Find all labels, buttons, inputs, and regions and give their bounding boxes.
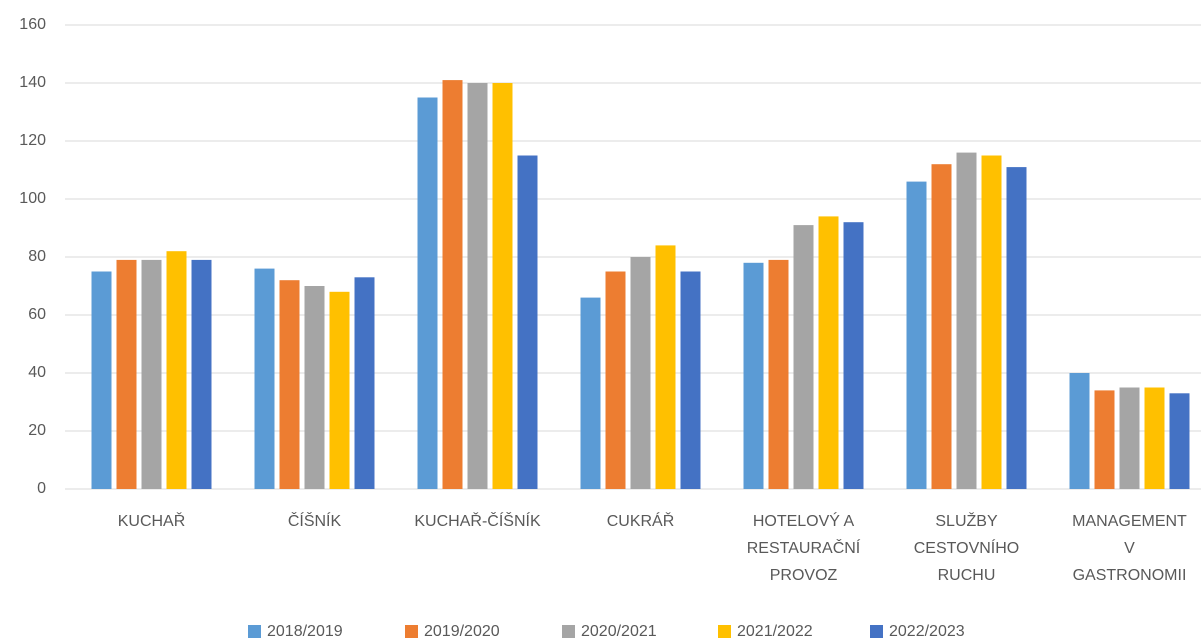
bar [141,259,162,489]
x-tick-label: SLUŽBY CESTOVNÍHO RUCHU [913,513,1020,584]
bar [191,259,212,489]
x-tick-label: MANAGEMENT V GASTRONOMII [1072,513,1187,584]
legend-swatch [405,625,418,638]
x-tick-label: CUKRÁŘ [606,513,675,530]
bar [843,222,864,489]
y-tick-label: 160 [19,16,46,33]
legend-swatch [248,625,261,638]
legend-swatch [562,625,575,638]
bar [1144,387,1165,489]
y-tick-label: 80 [28,248,46,265]
bar [981,155,1002,489]
bar [743,262,764,489]
bar [580,297,601,489]
bar [517,155,538,489]
bar [768,259,789,489]
bar [630,257,651,489]
bar [467,83,488,489]
bar [116,259,137,489]
legend-swatch [870,625,883,638]
bar [793,225,814,489]
bar [329,291,350,489]
legend-label: 2018/2019 [267,623,343,640]
bar [1094,390,1115,489]
bar [492,83,513,489]
legend-label: 2021/2022 [737,623,813,640]
legend-swatch [718,625,731,638]
y-tick-label: 140 [19,74,46,91]
x-tick-label: ČÍŠNÍK [287,513,342,530]
bar [1169,393,1190,489]
bar [818,216,839,489]
legend-label: 2020/2021 [581,623,657,640]
bar [417,97,438,489]
y-tick-label: 20 [28,422,46,439]
y-tick-label: 0 [37,480,46,497]
legend-label: 2019/2020 [424,623,500,640]
bar [442,80,463,489]
bar [166,251,187,489]
bar [605,271,626,489]
bar [956,152,977,489]
x-tick-label: HOTELOVÝ A RESTAURAČNÍ PROVOZ [746,513,861,584]
bar [1006,167,1027,489]
bar [906,181,927,489]
y-tick-label: 120 [19,132,46,149]
y-tick-label: 40 [28,364,46,381]
bar [304,286,325,489]
x-tick-label: KUCHAŘ [117,513,186,530]
legend-label: 2022/2023 [889,623,965,640]
x-tick-label: KUCHAŘ-ČÍŠNÍK [414,513,541,530]
bar [279,280,300,489]
bar [680,271,701,489]
y-tick-label: 60 [28,306,46,323]
bar [1069,373,1090,489]
bar [254,268,275,489]
y-tick-label: 100 [19,190,46,207]
bar [354,277,375,489]
bar [931,164,952,489]
bar [91,271,112,489]
bar [1119,387,1140,489]
bar [655,245,676,489]
